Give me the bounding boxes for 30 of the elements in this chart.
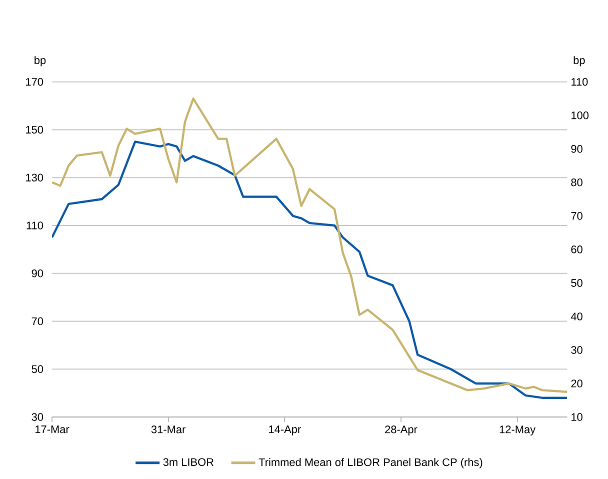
y-axis-title: bp (34, 56, 46, 66)
y-tick-label: 70 (32, 317, 44, 326)
y-tick-label: 90 (32, 269, 44, 278)
y2-tick-label: 80 (571, 178, 582, 186)
y2-tick-label: 40 (570, 312, 582, 320)
y-tick-label: 50 (32, 365, 44, 373)
line-series (52, 140, 568, 399)
y2-tick-label: 30 (571, 346, 582, 354)
y2-tick-label: 70 (571, 212, 582, 220)
line-series (52, 97, 568, 393)
x-tick-label: 12-May (500, 426, 536, 436)
legend-label: 3m LIBOR (163, 458, 214, 466)
y2-tick-label: 60 (571, 246, 582, 254)
x-tick-label: 17-Mar (35, 426, 70, 434)
y-tick-label: 150 (26, 126, 44, 134)
x-tick-label: 28-Apr (385, 426, 418, 436)
y2-tick-label: 20 (571, 380, 582, 388)
y2-axis-title: bp (574, 56, 585, 66)
y-tick-label: 110 (26, 222, 44, 230)
y-tick-label: 130 (26, 174, 44, 182)
y2-tick-label: 10 (572, 413, 582, 421)
y2-tick-label: 50 (571, 279, 582, 287)
legend-label: Trimmed Mean of LIBOR Panel Bank CP (rhs) (258, 458, 482, 468)
y2-tick-label: 100 (572, 111, 589, 120)
x-tick-label: 14-Apr (269, 426, 301, 436)
y2-tick-label: 90 (571, 144, 582, 153)
y-tick-label: 30 (32, 413, 44, 421)
x-tick-label: 31-Mar (151, 426, 186, 434)
y-tick-label: 170 (26, 78, 44, 86)
y2-tick-label: 110 (572, 78, 588, 86)
